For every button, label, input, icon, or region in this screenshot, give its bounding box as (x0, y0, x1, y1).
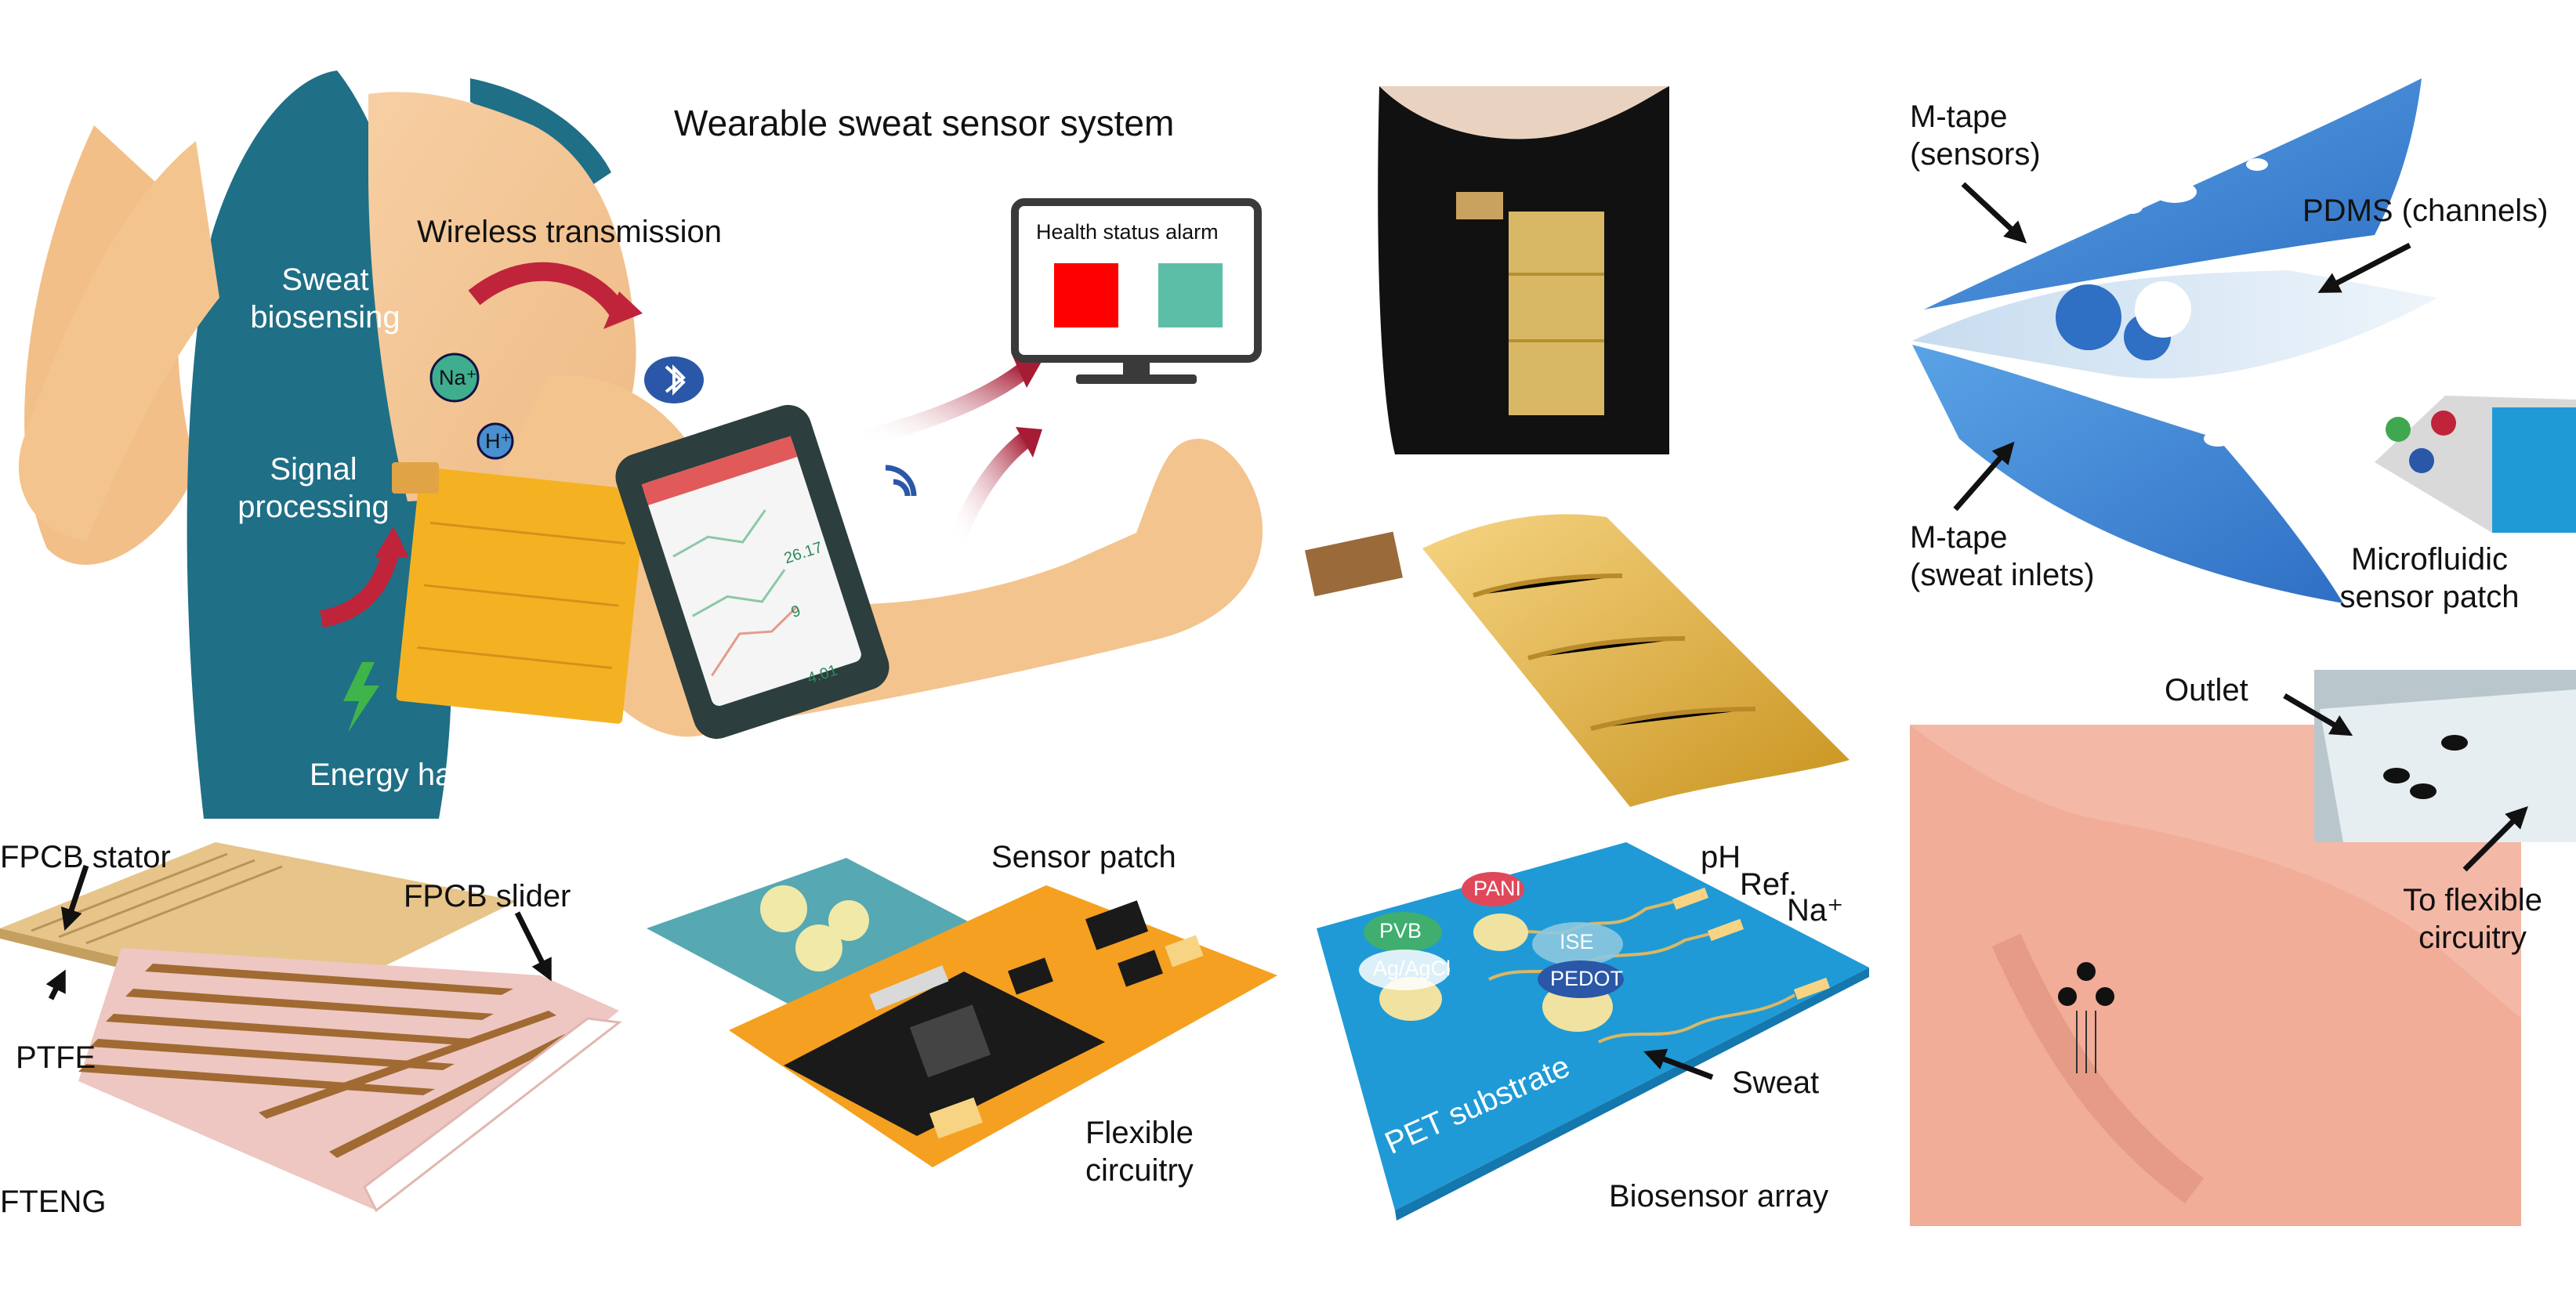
microfluidic-patch-label: Microfluidic sensor patch (2339, 541, 2520, 616)
microfluidic-patch-line-2: sensor patch (2339, 580, 2520, 614)
na-label: Na⁺ (1787, 893, 1844, 928)
alarm-red-swatch (1054, 263, 1118, 327)
sweat-biosensing-line-2: biosensing (250, 300, 400, 335)
microfluidic-patch-line-1: Microfluidic (2350, 542, 2509, 577)
body-illustration (18, 71, 1263, 819)
signal-processing-line-1: Signal (270, 452, 357, 487)
agagcl-label: Ag/AgCl (1373, 957, 1451, 980)
signal-processing-label: Signal processing (219, 450, 408, 526)
figure-title: Wearable sweat sensor system (674, 103, 1175, 143)
ion-h: H⁺ (485, 429, 512, 453)
ise-label: ISE (1560, 930, 1594, 953)
to-flexible-line-2: circuitry (2418, 921, 2527, 955)
circuitry-illustration (647, 858, 1277, 1167)
ptfe-label: PTFE (16, 1040, 96, 1075)
pdms-label: PDMS (channels) (2302, 194, 2549, 228)
mtape-inlets-label: M-tape (sweat inlets) (1910, 519, 2095, 594)
mtape-sensors-label: M-tape (sensors) (1910, 98, 2041, 173)
sweat-label: Sweat (1732, 1065, 1820, 1100)
flexible-circuitry-line-2: circuitry (1085, 1153, 1194, 1188)
pani-label: PANI (1473, 877, 1522, 900)
fteng-label: FTENG (0, 1185, 107, 1219)
to-flexible-line-1: To flexible (2403, 883, 2542, 917)
flexible-circuitry-label: Flexible circuitry (1085, 1114, 1194, 1189)
shoulder-panel (1910, 670, 2576, 1226)
ref-label: Ref. (1740, 867, 1798, 902)
fteng-illustration (0, 842, 622, 1213)
flexible-circuitry-line-1: Flexible (1085, 1116, 1194, 1150)
energy-harvesting-label: Energy harvesting (310, 758, 563, 792)
ion-na: Na⁺ (439, 366, 477, 389)
alarm-teal-swatch (1158, 263, 1223, 327)
sweat-biosensing-line-1: Sweat (281, 262, 369, 297)
sensor-patch-label: Sensor patch (991, 840, 1176, 874)
mtape-sensors-line-2: (sensors) (1910, 137, 2041, 172)
biosensor-illustration (1317, 842, 1869, 1221)
health-status-alarm-label: Health status alarm (1036, 220, 1219, 244)
leader-arrows (45, 182, 2528, 1080)
pvb-label: PVB (1379, 919, 1422, 942)
photo-shirt (1375, 86, 1669, 454)
microfluidic-layers (1912, 78, 2576, 603)
mtape-sensors-line-1: M-tape (1910, 99, 2008, 134)
fpcb-stator-label: FPCB stator (0, 840, 171, 874)
outlet-label: Outlet (2165, 673, 2248, 707)
wireless-transmission-label: Wireless transmission (417, 215, 722, 249)
ph-label: pH (1701, 840, 1741, 874)
pedot-label: PEDOT (1550, 967, 1624, 990)
mtape-inlets-line-2: (sweat inlets) (1910, 558, 2095, 592)
biosensor-array-label: Biosensor array (1609, 1179, 1829, 1214)
mtape-inlets-line-1: M-tape (1910, 520, 2008, 555)
sweat-biosensing-label: Sweat biosensing (235, 261, 415, 336)
signal-processing-line-2: processing (237, 490, 389, 524)
photo-flexible-patch (1305, 514, 1850, 807)
fpcb-slider-label: FPCB slider (404, 879, 571, 913)
to-flexible-circuitry-label: To flexible circuitry (2382, 881, 2563, 957)
